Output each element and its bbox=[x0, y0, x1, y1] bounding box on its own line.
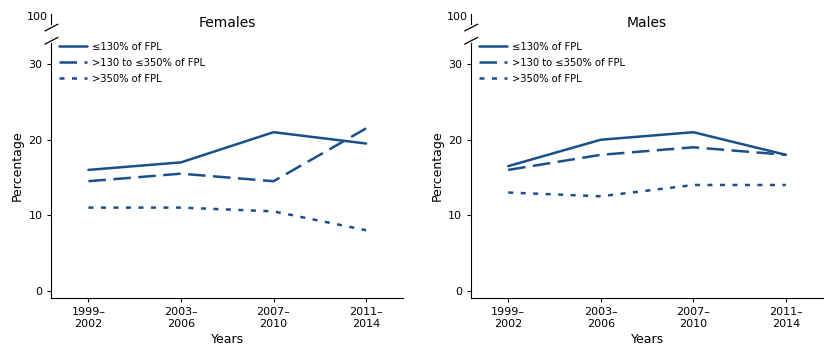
>130 to ≤350% of FPL bbox=[361, 126, 371, 131]
Title: Males: Males bbox=[627, 16, 667, 30]
≤130% of FPL bbox=[503, 164, 513, 168]
≤130% of FPL bbox=[688, 130, 698, 134]
>350% of FPL bbox=[176, 206, 186, 210]
>350% of FPL bbox=[688, 183, 698, 187]
≤130% of FPL bbox=[176, 160, 186, 165]
>130 to ≤350% of FPL bbox=[781, 153, 791, 157]
≤130% of FPL bbox=[361, 141, 371, 146]
>130 to ≤350% of FPL bbox=[269, 179, 279, 183]
>350% of FPL bbox=[595, 194, 605, 198]
≤130% of FPL bbox=[269, 130, 279, 134]
Line: ≤130% of FPL: ≤130% of FPL bbox=[508, 132, 786, 166]
>350% of FPL bbox=[781, 183, 791, 187]
≤130% of FPL bbox=[595, 137, 605, 142]
Line: ≤130% of FPL: ≤130% of FPL bbox=[88, 132, 366, 170]
Y-axis label: Percentage: Percentage bbox=[431, 131, 444, 201]
>130 to ≤350% of FPL bbox=[503, 168, 513, 172]
>130 to ≤350% of FPL bbox=[595, 153, 605, 157]
>350% of FPL bbox=[503, 190, 513, 195]
Legend: ≤130% of FPL, >130 to ≤350% of FPL, >350% of FPL: ≤130% of FPL, >130 to ≤350% of FPL, >350… bbox=[476, 39, 628, 87]
Line: >350% of FPL: >350% of FPL bbox=[508, 185, 786, 196]
Legend: ≤130% of FPL, >130 to ≤350% of FPL, >350% of FPL: ≤130% of FPL, >130 to ≤350% of FPL, >350… bbox=[57, 39, 208, 87]
Line: >350% of FPL: >350% of FPL bbox=[88, 208, 366, 230]
>350% of FPL bbox=[361, 228, 371, 232]
Text: 100: 100 bbox=[447, 12, 468, 22]
Line: >130 to ≤350% of FPL: >130 to ≤350% of FPL bbox=[88, 129, 366, 181]
>130 to ≤350% of FPL bbox=[176, 171, 186, 176]
≤130% of FPL bbox=[781, 153, 791, 157]
Line: >130 to ≤350% of FPL: >130 to ≤350% of FPL bbox=[508, 147, 786, 170]
>350% of FPL bbox=[83, 206, 93, 210]
≤130% of FPL bbox=[83, 168, 93, 172]
>350% of FPL bbox=[269, 209, 279, 213]
Text: 100: 100 bbox=[27, 12, 48, 22]
>130 to ≤350% of FPL bbox=[83, 179, 93, 183]
X-axis label: Years: Years bbox=[631, 333, 664, 346]
X-axis label: Years: Years bbox=[211, 333, 244, 346]
Title: Females: Females bbox=[198, 16, 256, 30]
>130 to ≤350% of FPL bbox=[688, 145, 698, 150]
Y-axis label: Percentage: Percentage bbox=[11, 131, 24, 201]
